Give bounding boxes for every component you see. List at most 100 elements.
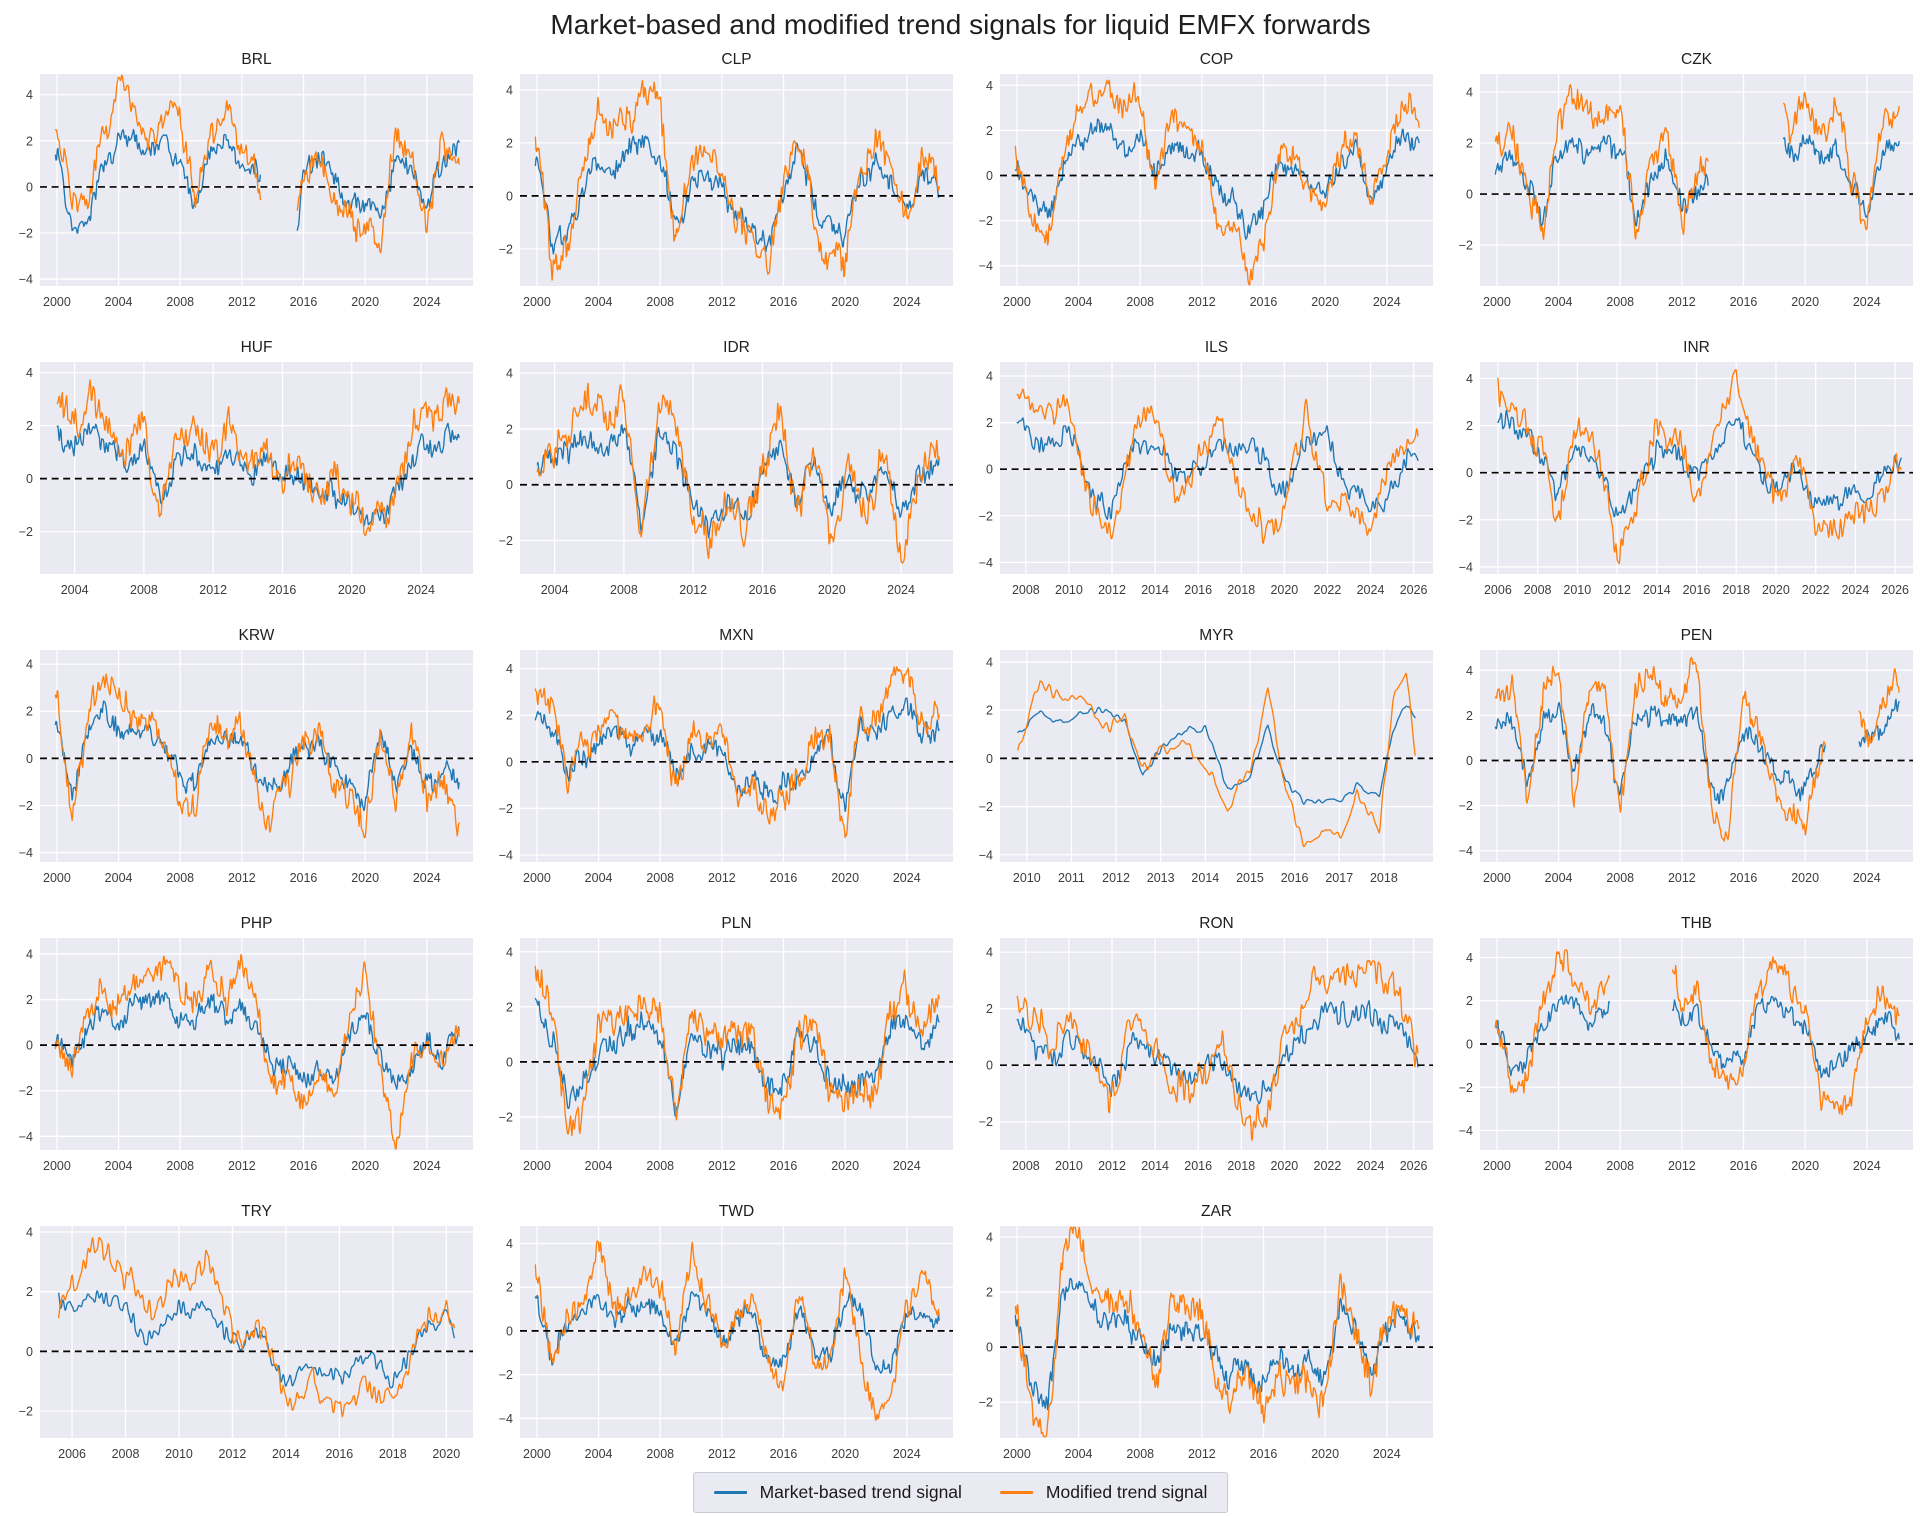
modified-line xyxy=(534,79,940,281)
subplot-cell-RON: RON 2008 2010 2012 2014 2016 2018 2020 2022 2024 2… xyxy=(960,912,1440,1200)
x-tick-label: 2026 xyxy=(1400,1159,1428,1173)
y-tick-label: 2 xyxy=(986,416,993,430)
market-based-line xyxy=(56,422,460,527)
x-tick-label: 2010 xyxy=(165,1447,193,1461)
market-based-line xyxy=(536,424,940,539)
x-tick-label: 2020 xyxy=(1791,295,1819,309)
x-tick-label: 2016 xyxy=(1730,871,1758,885)
x-tick-label: 2010 xyxy=(1055,583,1083,597)
x-tick-label: 2016 xyxy=(1730,1159,1758,1173)
y-tick-label: 4 xyxy=(1466,85,1473,99)
x-tick-label: 2012 xyxy=(1668,871,1696,885)
legend-label-market-based: Market-based trend signal xyxy=(759,1482,962,1502)
y-tick-label: 4 xyxy=(986,1231,993,1245)
x-tick-label: 2004 xyxy=(1065,295,1093,309)
x-tick-label: 2024 xyxy=(1841,583,1869,597)
x-tick-label: 2024 xyxy=(893,1159,921,1173)
x-tick-label: 2010 xyxy=(1055,1159,1083,1173)
market-based-line xyxy=(1017,705,1416,805)
y-tick-label: −2 xyxy=(979,1396,993,1410)
x-tick-label: 2024 xyxy=(1357,1159,1385,1173)
subplot-title: THB xyxy=(1681,915,1712,932)
x-tick-label: 2012 xyxy=(1668,295,1696,309)
x-tick-label: 2000 xyxy=(523,295,551,309)
x-tick-label: 2008 xyxy=(1012,583,1040,597)
subplot-title: PLN xyxy=(721,915,751,932)
x-tick-label: 2014 xyxy=(1643,583,1671,597)
panel-TWD: TWD 2000 2004 2008 2012 2016 2020 2024 4 2 0 −2 −4 xyxy=(499,1203,953,1461)
x-tick-label: 2016 xyxy=(770,871,798,885)
panel-COP: COP 2000 2004 2008 2012 2016 2020 2024 4 2 0 −2 −4 xyxy=(979,51,1433,309)
modified-line-swatch xyxy=(999,1491,1033,1494)
x-tick-label: 2020 xyxy=(351,871,379,885)
y-tick-label: −2 xyxy=(499,802,513,816)
x-tick-label: 2008 xyxy=(1606,871,1634,885)
x-tick-label: 2000 xyxy=(523,1447,551,1461)
legend-item-modified: Modified trend signal xyxy=(999,1482,1207,1503)
x-tick-label: 2011 xyxy=(1058,871,1085,885)
y-tick-label: 4 xyxy=(506,945,513,959)
x-tick-label: 2020 xyxy=(818,583,846,597)
y-tick-label: −4 xyxy=(1459,1124,1473,1138)
panel-TRY: TRY 2006 2008 2010 2012 2014 2016 2018 2020 4 2 0 −2 xyxy=(19,1203,473,1461)
x-tick-label: 2016 xyxy=(1730,295,1758,309)
x-tick-label: 2020 xyxy=(831,1447,859,1461)
x-tick-label: 2012 xyxy=(1188,1447,1216,1461)
x-tick-label: 2016 xyxy=(770,1447,798,1461)
plot-background xyxy=(520,650,953,862)
y-tick-label: 2 xyxy=(986,704,993,718)
x-tick-label: 2016 xyxy=(1683,583,1711,597)
subplot-title: TRY xyxy=(241,1203,272,1220)
x-tick-label: 2012 xyxy=(1668,1159,1696,1173)
plot-background xyxy=(1000,938,1433,1150)
x-tick-label: 2000 xyxy=(43,871,71,885)
subplot-cell-CLP: CLP 2000 2004 2008 2012 2016 2020 2024 4 2 0 −2 xyxy=(480,48,960,336)
y-tick-label: −2 xyxy=(979,800,993,814)
modified-line xyxy=(1494,656,1900,842)
x-tick-label: 2012 xyxy=(708,295,736,309)
x-tick-label: 2008 xyxy=(1606,1159,1634,1173)
y-tick-label: −4 xyxy=(979,848,993,862)
y-tick-label: 0 xyxy=(986,752,993,766)
x-tick-label: 2000 xyxy=(1003,295,1031,309)
y-tick-label: 2 xyxy=(506,422,513,436)
y-tick-label: 2 xyxy=(986,1286,993,1300)
x-tick-label: 2012 xyxy=(199,583,227,597)
market-based-line xyxy=(54,989,460,1090)
subplot-title: MYR xyxy=(1199,627,1233,644)
plot-background xyxy=(1000,1226,1433,1438)
y-tick-label: 4 xyxy=(986,946,993,960)
y-tick-label: 2 xyxy=(1466,419,1473,433)
x-tick-label: 2018 xyxy=(1370,871,1398,885)
panel-HUF: HUF 2004 2008 2012 2016 2020 2024 4 2 0 −2 xyxy=(19,339,473,597)
y-tick-label: 4 xyxy=(26,658,33,672)
x-tick-label: 2020 xyxy=(831,871,859,885)
x-tick-label: 2008 xyxy=(1606,295,1634,309)
x-tick-label: 2016 xyxy=(749,583,777,597)
subplot-title: COP xyxy=(1200,51,1234,68)
panel-KRW: KRW 2000 2004 2008 2012 2016 2020 2024 4 2 0 −2 −4 xyxy=(19,627,473,885)
x-tick-label: 2012 xyxy=(1102,871,1130,885)
x-tick-label: 2020 xyxy=(351,1159,379,1173)
x-tick-label: 2014 xyxy=(1141,1159,1169,1173)
x-tick-label: 2016 xyxy=(1250,1447,1278,1461)
y-tick-label: −2 xyxy=(979,214,993,228)
y-tick-label: −2 xyxy=(1459,799,1473,813)
market-based-line xyxy=(1497,409,1902,518)
y-tick-label: 4 xyxy=(506,662,513,676)
modified-line xyxy=(1017,672,1416,848)
plot-background xyxy=(40,650,473,862)
subplot-title: HUF xyxy=(241,339,273,356)
y-tick-label: −2 xyxy=(499,242,513,256)
x-tick-label: 2020 xyxy=(432,1447,460,1461)
plot-background xyxy=(40,938,473,1150)
x-tick-label: 2016 xyxy=(269,583,297,597)
x-tick-label: 2008 xyxy=(166,295,194,309)
x-tick-label: 2016 xyxy=(1250,295,1278,309)
subplot-title: IDR xyxy=(723,339,750,356)
x-tick-label: 2020 xyxy=(338,583,366,597)
x-tick-label: 2000 xyxy=(523,871,551,885)
subplot-title: RON xyxy=(1199,915,1233,932)
x-tick-label: 2016 xyxy=(770,295,798,309)
